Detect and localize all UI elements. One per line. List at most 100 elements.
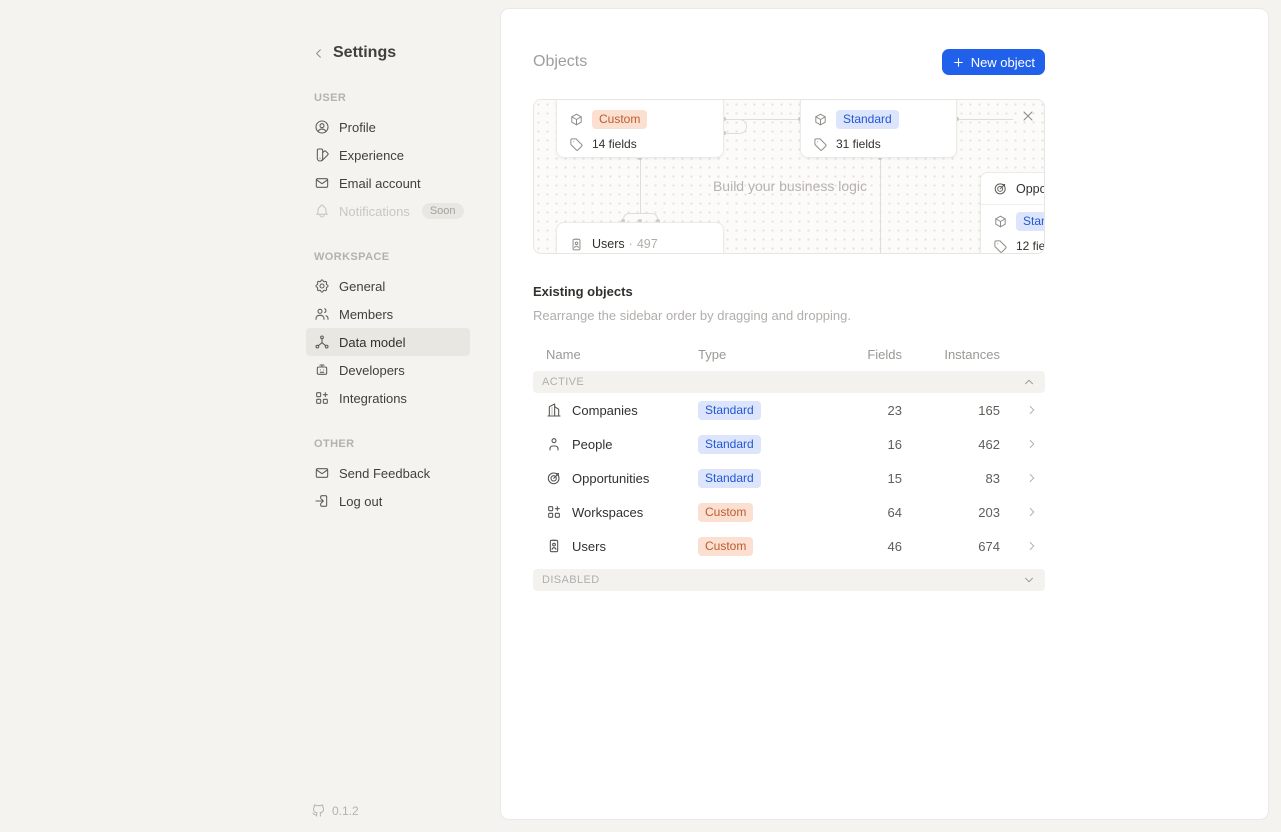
instances-count: 674: [978, 538, 1000, 554]
sidebar-item-general[interactable]: General: [306, 272, 470, 300]
object-name-cell: Companies: [546, 402, 698, 418]
edge-merge: [623, 213, 658, 223]
mail-icon: [314, 175, 330, 191]
node-title-row: Users · 497: [557, 233, 723, 253]
node-record-count: 497: [636, 237, 658, 251]
fields-count: 14 fields: [592, 137, 637, 151]
fields-count: 31 fields: [836, 137, 881, 151]
type-badge: Standard: [698, 434, 761, 454]
sidebar-item-developers[interactable]: Developers: [306, 356, 470, 384]
bell-icon: [314, 203, 330, 219]
tag-icon: [993, 239, 1008, 254]
target-icon: [546, 470, 562, 486]
fields-count: 23: [887, 402, 902, 418]
fields-count: 12 fields: [1016, 239, 1045, 253]
diagram-node-custom[interactable]: Custom 14 fields: [556, 100, 724, 158]
edge-dot: [621, 219, 625, 223]
edge-dot: [656, 219, 660, 223]
table-row-companies[interactable]: Companies Standard 23 165: [533, 393, 1045, 427]
edge-dot: [722, 131, 726, 135]
nav-section-workspace: WORKSPACE General Members Data model Dev…: [306, 247, 470, 412]
column-header-type: Type: [698, 346, 727, 362]
chevron-right-icon[interactable]: [1025, 403, 1039, 417]
node-type-row: Standard: [981, 210, 1044, 232]
sidebar-item-email-account[interactable]: Email account: [306, 169, 470, 197]
group-label-disabled: DISABLED: [542, 574, 600, 586]
diagram-node-opportunities[interactable]: Opportunities Standard 12 fields: [980, 172, 1045, 254]
group-bar-active[interactable]: ACTIVE: [533, 371, 1045, 393]
object-name-cell: Opportunities: [546, 470, 698, 486]
sidebar-item-data-model[interactable]: Data model: [306, 328, 470, 356]
type-badge: Standard: [698, 400, 761, 420]
objects-table-header: Name Type Fields Instances: [533, 343, 1045, 365]
sidebar-item-integrations[interactable]: Integrations: [306, 384, 470, 412]
object-name: Workspaces: [572, 504, 644, 520]
sidebar-item-experience[interactable]: Experience: [306, 141, 470, 169]
main-panel: Objects New object Build your business l…: [500, 8, 1269, 820]
id-badge-icon: [569, 237, 584, 252]
user-circle-icon: [314, 119, 330, 135]
node-type-row: Custom: [557, 108, 723, 130]
tag-icon: [569, 137, 584, 152]
fields-count: 64: [887, 504, 902, 520]
standard-badge: Standard: [1016, 211, 1044, 231]
sidebar-item-label: General: [339, 278, 386, 294]
sidebar-item-profile[interactable]: Profile: [306, 113, 470, 141]
soon-badge: Soon: [421, 203, 464, 219]
new-object-button[interactable]: New object: [941, 49, 1045, 75]
table-row-opportunities[interactable]: Opportunities Standard 15 83: [533, 461, 1045, 495]
sidebar-item-log-out[interactable]: Log out: [306, 487, 470, 515]
edge-line: [724, 119, 800, 120]
settings-back-header[interactable]: Settings: [306, 38, 470, 68]
banner-close-button[interactable]: [1020, 108, 1036, 124]
fields-count: 15: [887, 470, 902, 486]
node-body: Standard 12 fields: [981, 205, 1045, 254]
object-name-cell: People: [546, 436, 698, 452]
instances-count: 165: [978, 402, 1000, 418]
data-model-banner: Build your business logic Custom: [533, 99, 1045, 254]
chevron-right-icon[interactable]: [1025, 471, 1039, 485]
table-row-people[interactable]: People Standard 16 462: [533, 427, 1045, 461]
edge-dot: [878, 156, 882, 160]
person-icon: [546, 436, 562, 452]
table-row-users[interactable]: Users Custom 46 674: [533, 529, 1045, 563]
chevron-down-icon: [1022, 573, 1036, 587]
column-header-name: Name: [546, 346, 581, 362]
nav-section-other: OTHER Send Feedback Log out: [306, 434, 470, 515]
diagram-node-standard[interactable]: Standard 31 fields: [800, 100, 957, 158]
node-name: Opportunities: [1016, 181, 1044, 196]
sidebar-item-label: Send Feedback: [339, 465, 431, 481]
sidebar-item-label: Members: [339, 306, 394, 322]
chevron-right-icon[interactable]: [1025, 505, 1039, 519]
banner-caption: Build your business logic: [712, 178, 868, 194]
sidebar-item-members[interactable]: Members: [306, 300, 470, 328]
fields-count: 46: [887, 538, 902, 554]
object-name-cell: Workspaces: [546, 504, 698, 520]
sidebar-item-label: Experience: [339, 147, 405, 163]
existing-objects-title: Existing objects: [533, 284, 633, 299]
standard-badge: Standard: [836, 109, 899, 129]
table-row-workspaces[interactable]: Workspaces Custom 64 203: [533, 495, 1045, 529]
chevron-left-icon: [311, 46, 326, 61]
apps-icon: [546, 504, 562, 520]
chevron-up-icon: [1022, 375, 1036, 389]
instances-count: 462: [978, 436, 1000, 452]
edge-line: [640, 158, 641, 213]
id-badge-icon: [546, 538, 562, 554]
sidebar-item-send-feedback[interactable]: Send Feedback: [306, 459, 470, 487]
settings-nav: Settings USER Profile Experience Email a…: [306, 38, 470, 537]
edge-line: [957, 119, 1013, 120]
diagram-node-users[interactable]: Users · 497: [556, 222, 724, 253]
node-name: Users: [592, 237, 625, 251]
chevron-right-icon[interactable]: [1025, 539, 1039, 553]
group-bar-disabled[interactable]: DISABLED: [533, 569, 1045, 591]
chevron-right-icon[interactable]: [1025, 437, 1039, 451]
sidebar-item-label: Data model: [339, 334, 406, 350]
section-label-other: OTHER: [314, 438, 355, 450]
page-title: Objects: [533, 53, 588, 70]
node-fields-row: 14 fields: [557, 133, 723, 155]
settings-sidebar: Settings USER Profile Experience Email a…: [0, 0, 500, 832]
cube-icon: [569, 112, 584, 127]
instances-count: 83: [985, 470, 1000, 486]
section-label-workspace: WORKSPACE: [314, 251, 390, 263]
